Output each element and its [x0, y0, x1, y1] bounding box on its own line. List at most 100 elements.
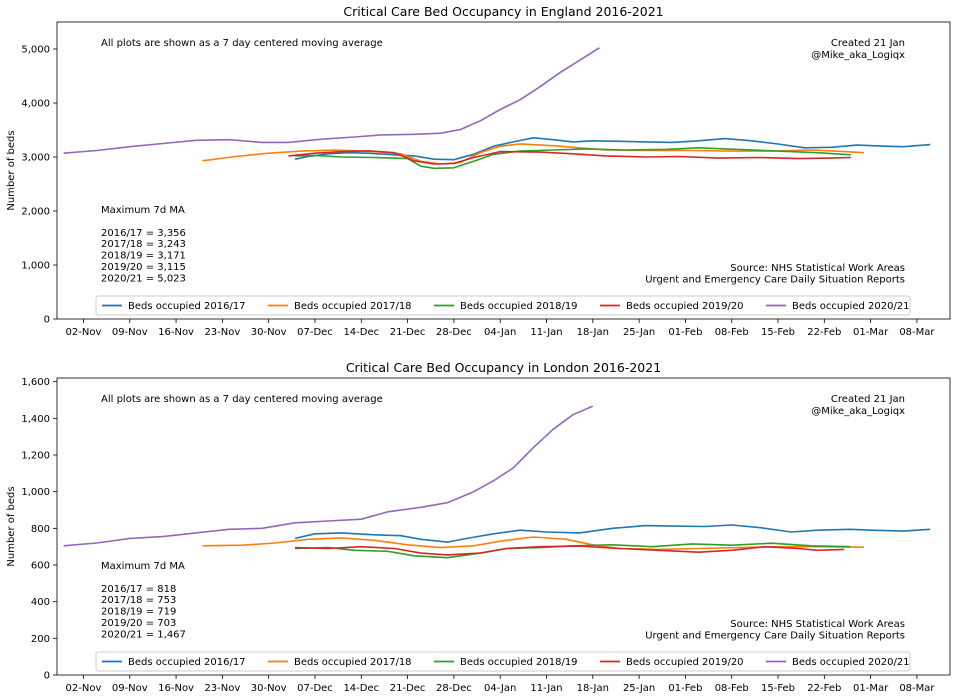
- x-tick-label: 23-Nov: [204, 683, 240, 694]
- y-tick-label: 2,000: [21, 207, 50, 218]
- series-line-3: [295, 545, 845, 556]
- y-tick-label: 0: [44, 315, 50, 326]
- x-tick-label: 15-Feb: [761, 683, 795, 694]
- moving-average-note: All plots are shown as a 7 day centered …: [101, 394, 383, 405]
- maximum-heading: Maximum 7d MA: [101, 205, 185, 216]
- legend-box: [95, 295, 911, 316]
- x-tick-label: 22-Feb: [807, 327, 841, 338]
- x-tick-label: 18-Jan: [577, 683, 609, 694]
- x-tick-label: 21-Dec: [390, 327, 426, 338]
- x-tick-label: 21-Dec: [390, 683, 426, 694]
- x-tick-label: 01-Feb: [668, 683, 702, 694]
- source-note: Source: NHS Statistical Work Areas: [730, 263, 905, 274]
- x-tick-label: 07-Dec: [297, 683, 333, 694]
- england-chart: Critical Care Bed Occupancy in England 2…: [6, 4, 951, 338]
- x-tick-label: 08-Feb: [715, 327, 749, 338]
- x-tick-label: 11-Jan: [530, 683, 562, 694]
- x-tick-label: 30-Nov: [251, 327, 287, 338]
- y-tick-label: 3,000: [21, 153, 50, 164]
- series-line-1: [202, 143, 865, 165]
- x-tick-label: 28-Dec: [436, 683, 472, 694]
- london-chart: Critical Care Bed Occupancy in London 20…: [6, 360, 951, 694]
- y-tick-label: 1,400: [21, 414, 50, 425]
- legend-label: Beds occupied 2018/19: [460, 657, 578, 668]
- series-line-0: [294, 137, 931, 161]
- series-line-0: [294, 524, 931, 543]
- legend-label: Beds occupied 2020/21: [792, 301, 910, 312]
- x-tick-label: 08-Mar: [899, 327, 935, 338]
- maximum-value: 2018/19 = 3,171: [101, 251, 186, 262]
- y-axis-label: Number of beds: [6, 486, 17, 566]
- created-note: Created 21 Jan: [831, 38, 905, 49]
- x-tick-label: 23-Nov: [204, 327, 240, 338]
- y-tick-label: 4,000: [21, 99, 50, 110]
- series-line-2: [295, 542, 851, 559]
- plot-frame: [56, 377, 951, 676]
- chart-title: Critical Care Bed Occupancy in England 2…: [343, 4, 663, 19]
- maximum-value: 2016/17 = 3,356: [101, 228, 186, 239]
- x-tick-label: 01-Mar: [853, 327, 889, 338]
- x-tick-label: 04-Jan: [484, 683, 516, 694]
- x-tick-label: 18-Jan: [577, 327, 609, 338]
- x-tick-label: 25-Jan: [623, 683, 655, 694]
- x-tick-label: 01-Feb: [668, 327, 702, 338]
- y-tick-label: 5,000: [21, 45, 50, 56]
- legend-label: Beds occupied 2020/21: [792, 657, 910, 668]
- legend-label: Beds occupied 2017/18: [294, 301, 412, 312]
- created-note: @Mike_aka_Logiqx: [811, 50, 905, 61]
- maximum-value: 2020/21 = 5,023: [101, 273, 186, 284]
- x-tick-label: 08-Mar: [899, 683, 935, 694]
- legend: Beds occupied 2016/17 Beds occupied 2017/…: [95, 651, 911, 672]
- x-tick-label: 02-Nov: [66, 327, 102, 338]
- y-axis-label: Number of beds: [6, 130, 17, 210]
- x-tick-label: 09-Nov: [112, 327, 148, 338]
- maximum-heading: Maximum 7d MA: [101, 561, 185, 572]
- y-tick-label: 1,000: [21, 487, 50, 498]
- source-note: Urgent and Emergency Care Daily Situatio…: [645, 275, 905, 286]
- maximum-value: 2018/19 = 719: [101, 607, 176, 618]
- x-tick-label: 04-Jan: [484, 327, 516, 338]
- moving-average-note: All plots are shown as a 7 day centered …: [101, 38, 383, 49]
- y-tick-label: 1,200: [21, 451, 50, 462]
- series-line-3: [288, 150, 851, 165]
- maximum-value: 2017/18 = 753: [101, 595, 176, 606]
- legend-label: Beds occupied 2019/20: [626, 301, 744, 312]
- legend-label: Beds occupied 2017/18: [294, 657, 412, 668]
- series-line-1: [202, 536, 865, 551]
- maximum-value: 2016/17 = 818: [101, 584, 176, 595]
- plot-frame: [56, 21, 951, 320]
- y-tick-label: 0: [44, 671, 50, 682]
- created-note: @Mike_aka_Logiqx: [811, 406, 905, 417]
- x-tick-label: 22-Feb: [807, 683, 841, 694]
- x-tick-label: 11-Jan: [530, 327, 562, 338]
- maximum-value: 2017/18 = 3,243: [101, 239, 186, 250]
- x-tick-label: 08-Feb: [715, 683, 749, 694]
- x-tick-label: 16-Nov: [158, 327, 194, 338]
- x-tick-label: 16-Nov: [158, 683, 194, 694]
- y-tick-label: 800: [31, 524, 50, 535]
- x-tick-label: 09-Nov: [112, 683, 148, 694]
- y-tick-label: 1,600: [21, 377, 50, 388]
- y-tick-label: 200: [31, 634, 50, 645]
- chart-title: Critical Care Bed Occupancy in London 20…: [346, 360, 661, 375]
- x-tick-label: 30-Nov: [251, 683, 287, 694]
- series-line-2: [295, 147, 851, 170]
- source-note: Urgent and Emergency Care Daily Situatio…: [645, 631, 905, 642]
- y-tick-label: 400: [31, 597, 50, 608]
- series-line-4: [63, 47, 600, 154]
- legend-label: Beds occupied 2016/17: [128, 657, 246, 668]
- x-tick-label: 14-Dec: [343, 683, 379, 694]
- x-tick-label: 15-Feb: [761, 327, 795, 338]
- x-tick-label: 28-Dec: [436, 327, 472, 338]
- x-tick-label: 25-Jan: [623, 327, 655, 338]
- y-tick-label: 1,000: [21, 261, 50, 272]
- maximum-value: 2020/21 = 1,467: [101, 629, 186, 640]
- maximum-value: 2019/20 = 703: [101, 618, 176, 629]
- legend-label: Beds occupied 2018/19: [460, 301, 578, 312]
- y-tick-label: 600: [31, 561, 50, 572]
- source-note: Source: NHS Statistical Work Areas: [730, 619, 905, 630]
- x-tick-label: 14-Dec: [343, 327, 379, 338]
- legend: Beds occupied 2016/17 Beds occupied 2017/…: [95, 295, 911, 316]
- x-tick-label: 07-Dec: [297, 327, 333, 338]
- legend-box: [95, 651, 911, 672]
